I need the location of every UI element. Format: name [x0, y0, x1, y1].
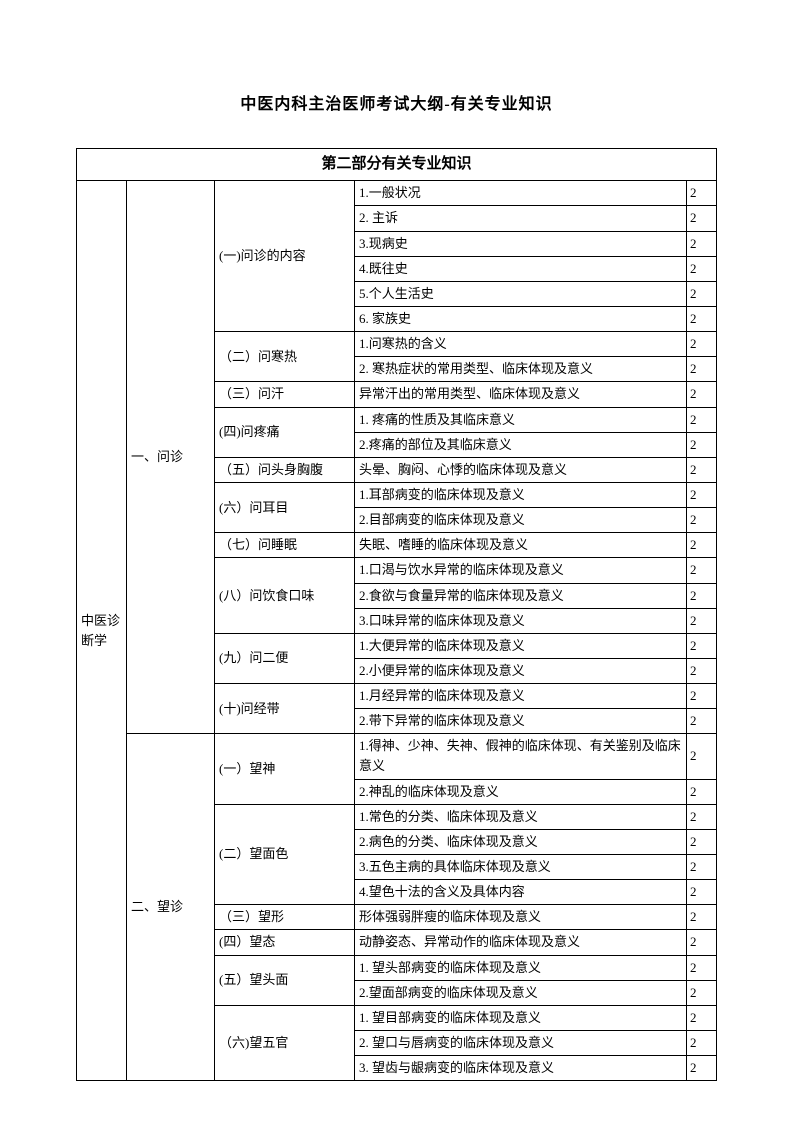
score-cell: 2: [687, 382, 717, 407]
item-cell: 1. 望头部病变的临床体现及意义: [355, 955, 687, 980]
score-cell: 2: [687, 508, 717, 533]
item-cell: 1.口渴与饮水异常的临床体现及意义: [355, 558, 687, 583]
score-cell: 2: [687, 1005, 717, 1030]
score-cell: 2: [687, 855, 717, 880]
document-title: 中医内科主治医师考试大纲-有关专业知识: [76, 90, 717, 114]
score-cell: 2: [687, 804, 717, 829]
table-row: 中医诊断学一、问诊(一)问诊的内容1.一般状况2: [77, 181, 717, 206]
score-cell: 2: [687, 734, 717, 779]
item-cell: 2.望面部病变的临床体现及意义: [355, 980, 687, 1005]
score-cell: 2: [687, 930, 717, 955]
item-cell: 2.食欲与食量异常的临床体现及意义: [355, 583, 687, 608]
item-cell: 1.大便异常的临床体现及意义: [355, 633, 687, 658]
item-cell: 2.小便异常的临床体现及意义: [355, 658, 687, 683]
section-cell: (五）望头面: [215, 955, 355, 1005]
score-cell: 2: [687, 533, 717, 558]
item-cell: 3. 望齿与龈病变的临床体现及意义: [355, 1056, 687, 1081]
score-cell: 2: [687, 583, 717, 608]
score-cell: 2: [687, 880, 717, 905]
item-cell: 动静姿态、异常动作的临床体现及意义: [355, 930, 687, 955]
section-cell: (二）望面色: [215, 804, 355, 905]
item-cell: 异常汗出的常用类型、临床体现及意义: [355, 382, 687, 407]
score-cell: 2: [687, 407, 717, 432]
table-row: 二、望诊(一）望神1.得神、少神、失神、假神的临床体现、有关鉴别及临床意义2: [77, 734, 717, 779]
item-cell: 3.现病史: [355, 231, 687, 256]
score-cell: 2: [687, 457, 717, 482]
item-cell: 4.既往史: [355, 256, 687, 281]
section-cell: (六）问耳目: [215, 482, 355, 532]
score-cell: 2: [687, 206, 717, 231]
section-cell: (一）望神: [215, 734, 355, 804]
section-cell: (十)问经带: [215, 684, 355, 734]
item-cell: 3.五色主病的具体临床体现及意义: [355, 855, 687, 880]
section-cell: (四)问疼痛: [215, 407, 355, 457]
item-cell: 2. 寒热症状的常用类型、临床体现及意义: [355, 357, 687, 382]
item-cell: 失眠、嗜睡的临床体现及意义: [355, 533, 687, 558]
subject-cell: 中医诊断学: [77, 181, 127, 1081]
item-cell: 1.问寒热的含义: [355, 332, 687, 357]
section-cell: （三）问汗: [215, 382, 355, 407]
item-cell: 1.耳部病变的临床体现及意义: [355, 482, 687, 507]
item-cell: 2. 主诉: [355, 206, 687, 231]
score-cell: 2: [687, 829, 717, 854]
item-cell: 1.常色的分类、临床体现及意义: [355, 804, 687, 829]
score-cell: 2: [687, 905, 717, 930]
score-cell: 2: [687, 558, 717, 583]
score-cell: 2: [687, 1056, 717, 1081]
item-cell: 1.一般状况: [355, 181, 687, 206]
score-cell: 2: [687, 357, 717, 382]
score-cell: 2: [687, 181, 717, 206]
score-cell: 2: [687, 1031, 717, 1056]
section-header: 第二部分有关专业知识: [77, 149, 717, 181]
score-cell: 2: [687, 779, 717, 804]
score-cell: 2: [687, 482, 717, 507]
section-cell: （七）问睡眠: [215, 533, 355, 558]
item-cell: 1.得神、少神、失神、假神的临床体现、有关鉴别及临床意义: [355, 734, 687, 779]
section-cell: （五）问头身胸腹: [215, 457, 355, 482]
item-cell: 2.病色的分类、临床体现及意义: [355, 829, 687, 854]
section-cell: （二）问寒热: [215, 332, 355, 382]
section-cell: (一)问诊的内容: [215, 181, 355, 332]
item-cell: 2.带下异常的临床体现及意义: [355, 709, 687, 734]
item-cell: 2.疼痛的部位及其临床意义: [355, 432, 687, 457]
item-cell: 头晕、胸闷、心悸的临床体现及意义: [355, 457, 687, 482]
item-cell: 5.个人生活史: [355, 281, 687, 306]
score-cell: 2: [687, 231, 717, 256]
item-cell: 形体强弱胖瘦的临床体现及意义: [355, 905, 687, 930]
score-cell: 2: [687, 306, 717, 331]
document-page: 中医内科主治医师考试大纲-有关专业知识 第二部分有关专业知识 中医诊断学一、问诊…: [0, 0, 793, 1122]
score-cell: 2: [687, 980, 717, 1005]
score-cell: 2: [687, 709, 717, 734]
score-cell: 2: [687, 955, 717, 980]
item-cell: 3.口味异常的临床体现及意义: [355, 608, 687, 633]
section-cell: （六)望五官: [215, 1005, 355, 1080]
score-cell: 2: [687, 633, 717, 658]
item-cell: 1. 疼痛的性质及其临床意义: [355, 407, 687, 432]
score-cell: 2: [687, 281, 717, 306]
chapter-cell: 二、望诊: [127, 734, 215, 1081]
score-cell: 2: [687, 608, 717, 633]
score-cell: 2: [687, 658, 717, 683]
score-cell: 2: [687, 432, 717, 457]
score-cell: 2: [687, 684, 717, 709]
score-cell: 2: [687, 332, 717, 357]
score-cell: 2: [687, 256, 717, 281]
item-cell: 2. 望口与唇病变的临床体现及意义: [355, 1031, 687, 1056]
item-cell: 1.月经异常的临床体现及意义: [355, 684, 687, 709]
syllabus-table: 第二部分有关专业知识 中医诊断学一、问诊(一)问诊的内容1.一般状况22. 主诉…: [76, 148, 717, 1081]
chapter-cell: 一、问诊: [127, 181, 215, 734]
item-cell: 2.目部病变的临床体现及意义: [355, 508, 687, 533]
section-cell: (九）问二便: [215, 633, 355, 683]
section-cell: (八）问饮食口味: [215, 558, 355, 633]
section-cell: (四）望态: [215, 930, 355, 955]
item-cell: 4.望色十法的含义及具体内容: [355, 880, 687, 905]
item-cell: 2.神乱的临床体现及意义: [355, 779, 687, 804]
item-cell: 1. 望目部病变的临床体现及意义: [355, 1005, 687, 1030]
section-cell: （三）望形: [215, 905, 355, 930]
item-cell: 6. 家族史: [355, 306, 687, 331]
section-header-row: 第二部分有关专业知识: [77, 149, 717, 181]
